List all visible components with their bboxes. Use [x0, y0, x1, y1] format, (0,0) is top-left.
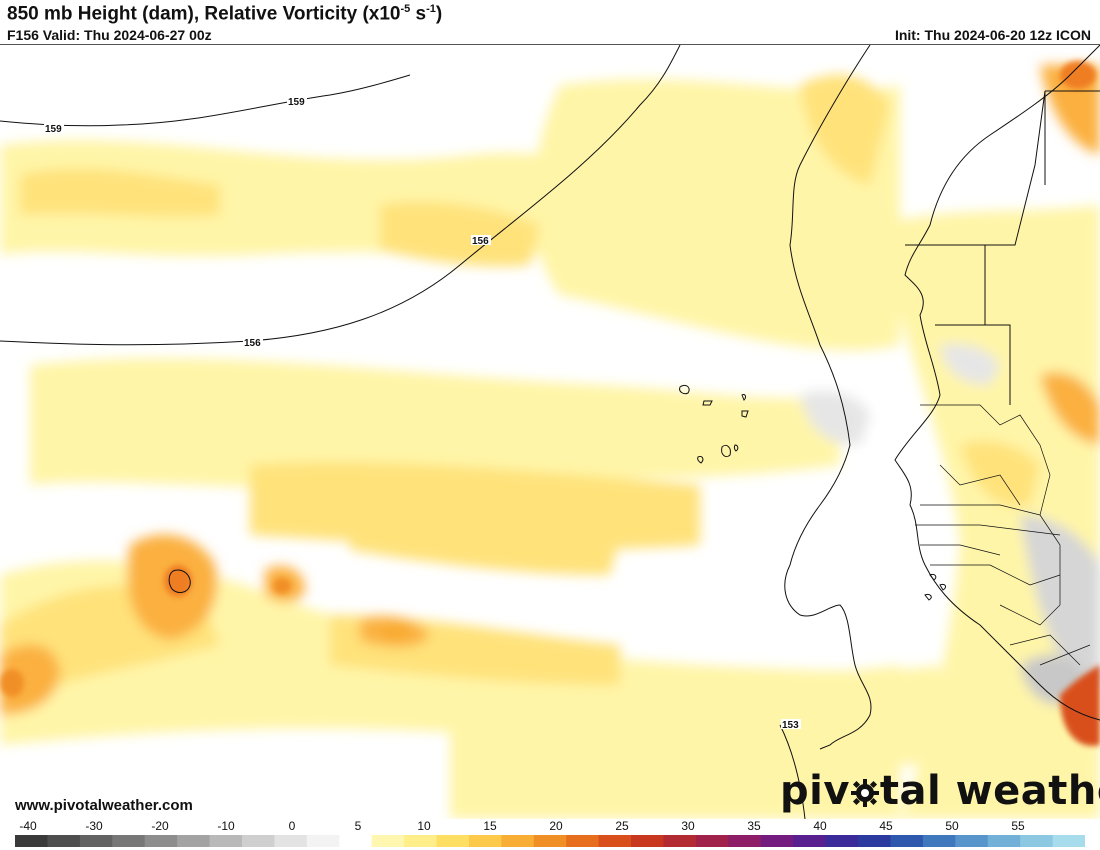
- colorbar-segment: [241, 835, 275, 847]
- colorbar-tick-label: -20: [151, 819, 169, 833]
- colorbar-tick-label: 25: [615, 819, 629, 833]
- colorbar-tick-label: 50: [945, 819, 959, 833]
- colorbar-segment: [890, 835, 924, 847]
- contour-label: 153: [782, 720, 799, 731]
- colorbar-segment: [793, 835, 827, 847]
- mainland-coast: [894, 45, 1100, 721]
- contour-label: 156: [472, 236, 489, 247]
- colorbar-segment: [631, 835, 664, 847]
- colorbar-segment: [760, 835, 794, 847]
- colorbar-segment: [436, 835, 470, 847]
- colorbar-segment: [858, 835, 891, 847]
- valid-time: F156 Valid: Thu 2024-06-27 00z: [7, 27, 212, 43]
- colorbar-segment: [177, 835, 211, 847]
- colorbar-segment: [306, 835, 340, 847]
- contour-label: 159: [45, 124, 62, 135]
- vorticity-map[interactable]: 159 159 156 156 153: [0, 44, 1100, 819]
- colorbar-tick-label: 30: [681, 819, 695, 833]
- cape-verde-islands: [679, 384, 749, 464]
- colorbar-segment: [404, 835, 438, 847]
- colorbar-segment: [339, 835, 373, 847]
- map-canvas: 159 159 156 156 153: [0, 45, 1100, 819]
- colorbar-tick-label: -10: [217, 819, 235, 833]
- colorbar-segment: [955, 835, 989, 847]
- colorbar-segment: [274, 835, 308, 847]
- colorbar-segment: [533, 835, 567, 847]
- west-africa-coast: [784, 45, 872, 750]
- colorbar-segment: [501, 835, 535, 847]
- contour-156: [0, 45, 681, 346]
- colorbar-segment: [15, 835, 48, 847]
- colorbar-segment: [144, 835, 178, 847]
- colorbar-segment: [1020, 835, 1054, 847]
- colorbar-segment: [663, 835, 697, 847]
- colorbar-tick-label: 0: [288, 819, 296, 833]
- colorbar-tick-label: 10: [417, 819, 431, 833]
- coastlines: [679, 45, 1100, 750]
- map-title: 850 mb Height (dam), Relative Vorticity …: [7, 3, 443, 25]
- colorbar-tick-label: 55: [1011, 819, 1025, 833]
- colorbar-segment: [468, 835, 502, 847]
- colorbar-segment: [112, 835, 146, 847]
- colorbar-segment: [695, 835, 729, 847]
- colorbar-tick-label: 45: [879, 819, 893, 833]
- closed-vorticity-contour: [168, 569, 191, 593]
- contour-159: [0, 74, 411, 127]
- vorticity-shading: [0, 65, 1100, 819]
- country-borders: [905, 90, 1100, 405]
- colorbar-tick-label: 15: [483, 819, 497, 833]
- gear-icon: [850, 772, 880, 818]
- header: 850 mb Height (dam), Relative Vorticity …: [0, 0, 1100, 44]
- colorbar-tick-label: -30: [85, 819, 103, 833]
- init-time: Init: Thu 2024-06-20 12z ICON: [894, 27, 1091, 43]
- colorbar-segment: [598, 835, 632, 847]
- colorbar-segment: [728, 835, 762, 847]
- contour-label: 159: [288, 97, 305, 108]
- colorbar-segment: [47, 835, 81, 847]
- colorbar-tick-label: -40: [19, 819, 37, 833]
- colorbar: [15, 835, 1085, 847]
- admin-borders: [915, 404, 1091, 666]
- contour-labels: 159 159 156 156 153: [44, 96, 801, 731]
- colorbar-segment: [987, 835, 1021, 847]
- colorbar-segment: [566, 835, 600, 847]
- colorbar-segment: [825, 835, 859, 847]
- height-contours: [0, 45, 806, 819]
- colorbar-tick-label: 35: [747, 819, 761, 833]
- contour-153: [779, 724, 806, 819]
- bissagos-islands: [924, 574, 947, 601]
- colorbar-tick-label: 20: [549, 819, 563, 833]
- vorticity-cores: [0, 61, 1100, 746]
- colorbar-segment: [209, 835, 243, 847]
- colorbar-tick-label: 5: [354, 819, 362, 833]
- colorbar-segment: [79, 835, 113, 847]
- colorbar-segment: [371, 835, 405, 847]
- site-url[interactable]: www.pivotalweather.com: [15, 797, 193, 814]
- colorbar-segment: [922, 835, 956, 847]
- colorbar-tick-label: 40: [813, 819, 827, 833]
- colorbar-segment: [1052, 835, 1085, 847]
- contour-label: 156: [244, 338, 261, 349]
